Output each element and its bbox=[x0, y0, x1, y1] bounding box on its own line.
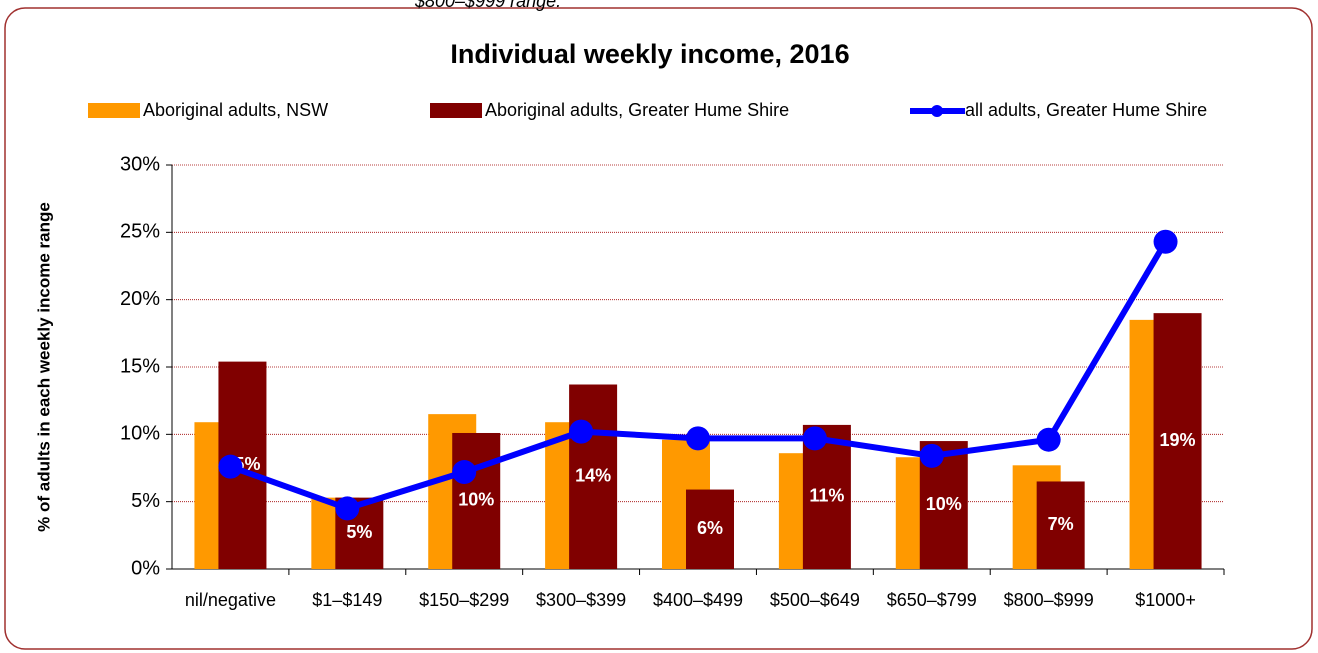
line-marker bbox=[1153, 229, 1178, 254]
legend-swatch bbox=[430, 103, 482, 118]
x-tick-label: $150–$299 bbox=[419, 590, 509, 610]
data-label: 6% bbox=[697, 518, 723, 538]
bar bbox=[686, 489, 734, 569]
x-tick-label: $300–$399 bbox=[536, 590, 626, 610]
chart-title: Individual weekly income, 2016 bbox=[450, 39, 849, 69]
data-label: 10% bbox=[926, 494, 962, 514]
note: $800–$999 range. bbox=[414, 0, 561, 11]
data-label: 19% bbox=[1160, 430, 1196, 450]
data-label: 5% bbox=[346, 522, 372, 542]
y-tick-label: 10% bbox=[120, 423, 160, 445]
line-marker bbox=[218, 454, 243, 479]
legend-swatch bbox=[88, 103, 140, 118]
bar bbox=[569, 384, 618, 569]
y-tick-label: 5% bbox=[131, 490, 160, 512]
data-label: 14% bbox=[575, 466, 611, 486]
x-tick-label: $800–$999 bbox=[1004, 590, 1094, 610]
legend-label: Aboriginal adults, Greater Hume Shire bbox=[485, 100, 789, 120]
x-tick-label: $1–$149 bbox=[312, 590, 382, 610]
x-tick-label: $1000+ bbox=[1135, 590, 1196, 610]
line-marker bbox=[452, 460, 477, 485]
y-tick-label: 0% bbox=[131, 557, 160, 579]
legend-label: Aboriginal adults, NSW bbox=[143, 100, 328, 120]
y-tick-label: 25% bbox=[120, 221, 160, 243]
data-label: 7% bbox=[1048, 514, 1074, 534]
bar bbox=[1153, 313, 1202, 569]
data-label: 10% bbox=[458, 490, 494, 510]
line-marker bbox=[335, 496, 360, 521]
legend-marker bbox=[931, 105, 943, 117]
bar bbox=[452, 432, 501, 569]
bar bbox=[1036, 481, 1085, 569]
line-marker bbox=[569, 419, 594, 444]
x-tick-label: $400–$499 bbox=[653, 590, 743, 610]
legend-label: all adults, Greater Hume Shire bbox=[965, 100, 1207, 120]
x-tick-label: nil/negative bbox=[185, 590, 276, 610]
frame bbox=[4, 7, 1313, 650]
data-label: 11% bbox=[809, 486, 844, 506]
line-marker bbox=[686, 426, 710, 451]
line-marker bbox=[1036, 427, 1061, 452]
line-marker bbox=[919, 443, 944, 468]
y-tick-label: 30% bbox=[120, 153, 160, 175]
x-tick-label: $650–$799 bbox=[887, 590, 977, 610]
x-tick-label: $500–$649 bbox=[770, 590, 860, 610]
y-axis-label: % of adults in each weekly income range bbox=[34, 202, 53, 532]
line-marker bbox=[802, 426, 827, 451]
y-tick-label: 20% bbox=[120, 288, 160, 310]
y-tick-label: 15% bbox=[120, 355, 160, 377]
